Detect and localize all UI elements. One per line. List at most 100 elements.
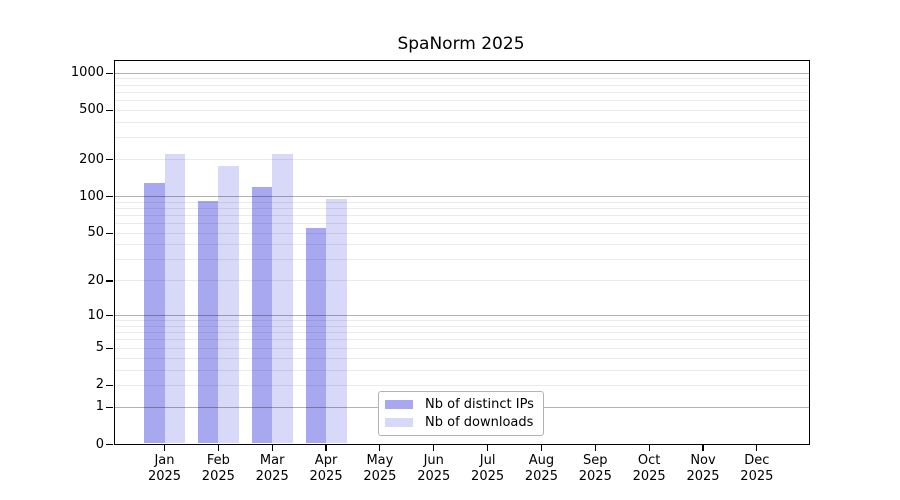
- x-tick-mark: [487, 444, 489, 451]
- x-tick-month: Feb: [206, 452, 230, 468]
- legend-item-downloads: Nb of downloads: [385, 415, 537, 430]
- x-tick-year: 2025: [632, 468, 666, 484]
- major-gridline: [113, 72, 810, 74]
- minor-gridline: [113, 109, 810, 111]
- bar-downloads-apr: [326, 199, 347, 444]
- minor-gridline: [113, 369, 810, 371]
- x-tick-month: Aug: [528, 452, 555, 468]
- major-gridline: [113, 196, 810, 198]
- y-tick-label: 2: [95, 377, 104, 393]
- minor-gridline: [113, 84, 810, 86]
- y-tick-mark: [106, 232, 113, 234]
- x-tick-label-oct: Oct 2025: [619, 453, 679, 485]
- legend-swatch-distinct-ips: [385, 400, 413, 410]
- x-tick-label-sep: Sep 2025: [565, 453, 625, 485]
- x-tick-label-may: May 2025: [350, 453, 410, 485]
- minor-gridline: [113, 259, 810, 261]
- minor-gridline: [113, 332, 810, 334]
- x-tick-mark: [379, 444, 381, 451]
- bar-layer: [114, 60, 810, 445]
- x-tick-mark: [271, 444, 273, 451]
- minor-gridline: [113, 320, 810, 322]
- legend-swatch-downloads: [385, 417, 413, 427]
- x-tick-month: Oct: [637, 452, 661, 468]
- y-tick-label: 10: [87, 307, 104, 323]
- minor-gridline: [113, 232, 810, 234]
- x-tick-label-jan: Jan 2025: [135, 453, 195, 485]
- bar-distinct-ips-apr: [305, 228, 327, 444]
- bar-distinct-ips-jan: [144, 182, 165, 444]
- major-gridline: [113, 315, 810, 317]
- minor-gridline: [113, 207, 810, 209]
- x-tick-mark: [756, 444, 758, 451]
- bar-downloads-jan: [164, 154, 185, 444]
- plot-area: [113, 60, 810, 445]
- x-tick-mark: [702, 444, 704, 451]
- x-tick-year: 2025: [201, 468, 235, 484]
- x-tick-year: 2025: [363, 468, 397, 484]
- minor-gridline: [113, 121, 810, 123]
- minor-gridline: [113, 384, 810, 386]
- minor-gridline: [113, 137, 810, 139]
- y-tick-mark: [106, 406, 113, 408]
- y-tick-mark: [106, 158, 113, 161]
- minor-gridline: [113, 100, 810, 102]
- x-tick-mark: [217, 444, 219, 451]
- minor-gridline: [113, 347, 810, 349]
- x-tick-month: Nov: [690, 452, 716, 468]
- x-tick-label-apr: Apr 2025: [296, 453, 356, 485]
- x-tick-label-jun: Jun 2025: [404, 453, 464, 485]
- x-tick-mark: [594, 444, 596, 451]
- x-tick-month: Jan: [154, 452, 175, 468]
- x-tick-mark: [540, 444, 543, 451]
- minor-gridline: [113, 214, 810, 216]
- x-tick-month: Mar: [259, 452, 285, 468]
- grid-layer: [113, 60, 810, 445]
- x-tick-month: Apr: [314, 452, 338, 468]
- minor-gridline: [113, 78, 810, 80]
- chart-title: SpaNorm 2025: [397, 34, 525, 54]
- x-tick-year: 2025: [417, 468, 451, 484]
- y-tick-label: 500: [79, 102, 104, 118]
- y-tick-label: 0: [95, 436, 104, 452]
- y-tick-mark: [106, 280, 113, 282]
- x-tick-mark: [433, 444, 435, 451]
- x-tick-mark: [325, 444, 327, 451]
- x-tick-year: 2025: [255, 468, 289, 484]
- x-tick-mark: [163, 444, 166, 451]
- minor-gridline: [113, 280, 810, 282]
- legend-label-downloads: Nb of downloads: [425, 414, 534, 430]
- y-tick-label: 50: [87, 225, 104, 241]
- minor-gridline: [113, 339, 810, 341]
- x-tick-mark: [648, 444, 650, 451]
- y-tick-label: 1000: [70, 65, 104, 81]
- y-tick-mark: [106, 195, 113, 198]
- minor-gridline: [113, 201, 810, 203]
- x-tick-year: 2025: [147, 468, 182, 484]
- x-tick-label-nov: Nov 2025: [673, 453, 733, 485]
- legend-item-distinct-ips: Nb of distinct IPs: [385, 397, 537, 412]
- y-tick-label: 200: [79, 151, 104, 167]
- x-tick-label-dec: Dec 2025: [727, 453, 787, 485]
- x-tick-year: 2025: [471, 468, 505, 484]
- y-tick-mark: [106, 315, 113, 317]
- x-tick-label-feb: Feb 2025: [188, 453, 248, 485]
- minor-gridline: [113, 91, 810, 93]
- minor-gridline: [113, 223, 810, 225]
- bar-distinct-ips-mar: [251, 186, 273, 444]
- minor-gridline: [113, 325, 810, 327]
- y-tick-label: 20: [87, 272, 104, 288]
- x-tick-month: Dec: [744, 452, 770, 468]
- x-tick-year: 2025: [309, 468, 343, 484]
- minor-gridline: [113, 357, 810, 359]
- y-tick-mark: [106, 72, 113, 74]
- x-tick-label-mar: Mar 2025: [242, 453, 302, 485]
- y-tick-mark: [106, 384, 113, 387]
- y-tick-mark: [106, 443, 113, 446]
- x-tick-month: Sep: [583, 452, 608, 468]
- x-tick-year: 2025: [686, 468, 720, 484]
- x-tick-label-aug: Aug 2025: [511, 453, 571, 485]
- x-tick-month: May: [366, 452, 394, 468]
- minor-gridline: [113, 244, 810, 246]
